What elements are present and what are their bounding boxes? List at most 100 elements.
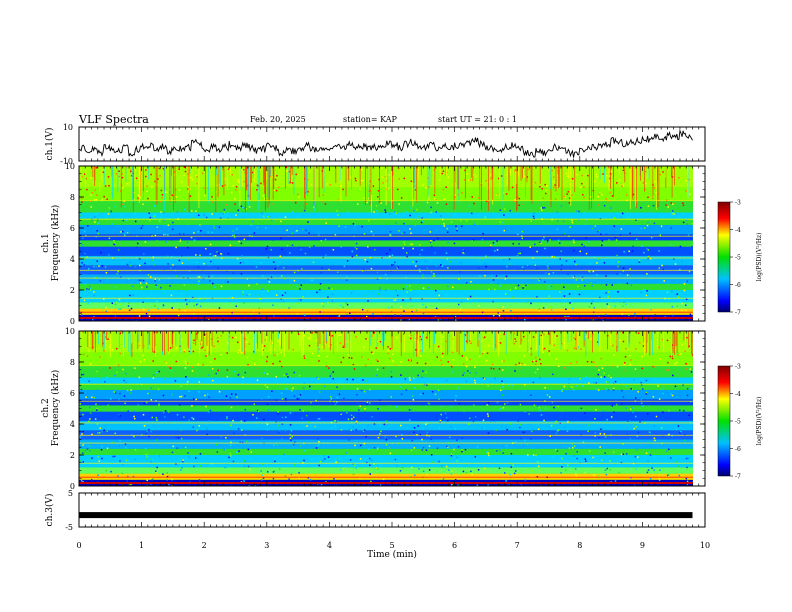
spectrum-streak [304, 166, 306, 210]
spectrum-speckle [275, 421, 277, 423]
spectrum-speckle [85, 388, 88, 390]
spectrum-speckle [296, 285, 298, 288]
spectrum-speckle [201, 341, 203, 344]
spectrum-speckle [495, 275, 498, 277]
spectrum-speckle [601, 367, 604, 369]
spectrum-streak [644, 331, 645, 356]
spectrum-speckle [350, 429, 352, 431]
spectrum-speckle [622, 270, 624, 272]
spectrum-speckle [405, 285, 408, 288]
spectrum-speckle [167, 411, 170, 413]
spectrum-speckle [426, 384, 428, 386]
spectrum-speckle [685, 179, 687, 182]
spectrum-speckle [386, 226, 388, 228]
spectrum-speckle [90, 206, 92, 208]
spectrum-speckle [150, 173, 152, 176]
spectrum-speckle [90, 177, 92, 179]
spectrum-speckle [145, 175, 147, 178]
spectrum-streak [111, 166, 113, 199]
spectrum-speckle [112, 455, 114, 458]
spectrum-speckle [405, 252, 408, 254]
spectrum-speckle [338, 334, 340, 336]
spectrum-speckle [226, 369, 229, 371]
spectrum-speckle [158, 167, 161, 170]
spectrum-speckle [496, 450, 498, 452]
spectrum-speckle [589, 338, 592, 340]
spectrum-speckle [641, 245, 644, 247]
spectrum-speckle [211, 275, 213, 277]
spectrum-streak [427, 166, 429, 199]
spectrum-streak [672, 331, 674, 354]
spectrum-speckle [567, 464, 569, 467]
spectrum-speckle [421, 249, 423, 251]
spectrum-speckle [568, 202, 571, 204]
spectrum-speckle [226, 392, 228, 394]
spectrum-streak [297, 331, 298, 340]
spectrum-streak [688, 331, 690, 349]
spectrum-speckle [642, 345, 645, 347]
spectrum-speckle [538, 279, 540, 282]
spectrum-speckle [191, 296, 194, 299]
spectrum-speckle [198, 276, 201, 278]
spectrum-speckle [658, 250, 660, 252]
spectrum-speckle [154, 278, 157, 281]
spectrum-speckle [351, 250, 353, 253]
spectrum-speckle [238, 373, 241, 375]
spectrum-speckle [162, 473, 164, 475]
spectrum-speckle [127, 305, 130, 307]
spectrum-speckle [229, 484, 231, 486]
spectrum-speckle [400, 197, 403, 199]
spectrum-speckle [145, 453, 148, 456]
spectrum-speckle [139, 258, 141, 260]
spectrum-speckle [316, 291, 318, 294]
spectrum-speckle [157, 388, 160, 391]
spectrum-speckle [509, 209, 511, 212]
spectrum-speckle [243, 261, 245, 264]
spectrum-speckle [87, 267, 90, 270]
spectrum-speckle [588, 450, 591, 452]
spectrum-speckle [383, 423, 386, 426]
spectrum-speckle [370, 230, 373, 233]
spectrum-speckle [445, 252, 448, 254]
spectrum-speckle [303, 382, 306, 385]
spectrum-speckle [206, 428, 208, 431]
spectrum-speckle [428, 440, 431, 442]
spectrum-speckle [629, 363, 632, 366]
spectrum-speckle [571, 319, 574, 321]
spectrum-speckle [94, 370, 97, 373]
spectrum-speckle [114, 205, 117, 208]
spectrum-speckle [123, 200, 126, 202]
spectrum-speckle [613, 354, 615, 356]
spectrum-speckle [587, 430, 589, 433]
spectrum-streak [530, 331, 532, 357]
spectrum-speckle [148, 435, 150, 438]
spectrum-speckle [454, 195, 456, 198]
spectrum-speckle [620, 461, 623, 464]
spectrum-speckle [287, 447, 290, 449]
spectrum-streak [658, 166, 660, 207]
spectrum-speckle [394, 314, 396, 316]
spectrum-speckle [603, 204, 606, 207]
spectrum-streak [513, 166, 514, 186]
spectrum-streak [674, 166, 675, 186]
spectrum-speckle [421, 298, 423, 300]
spectrum-speckle [522, 285, 525, 288]
spectrum-speckle [593, 474, 595, 476]
spectrum-speckle [571, 447, 574, 449]
spectrum-speckle [439, 421, 441, 423]
spectrum-speckle [158, 404, 160, 406]
spectrum-speckle [196, 302, 199, 305]
spectrum-speckle [483, 426, 485, 429]
spectrum-speckle [122, 187, 124, 189]
spectrum-speckle [177, 314, 180, 317]
spectrum-speckle [195, 254, 197, 256]
spectrum-speckle [417, 253, 419, 256]
spectrum-speckle [419, 393, 422, 396]
spectrum-speckle [152, 478, 154, 480]
spectrum-speckle [666, 450, 668, 452]
spectrum-speckle [414, 386, 416, 389]
spectrum-speckle [371, 459, 373, 462]
spectrum-speckle [151, 416, 154, 419]
spectrum-speckle [642, 405, 644, 407]
spectrum-speckle [148, 428, 150, 431]
